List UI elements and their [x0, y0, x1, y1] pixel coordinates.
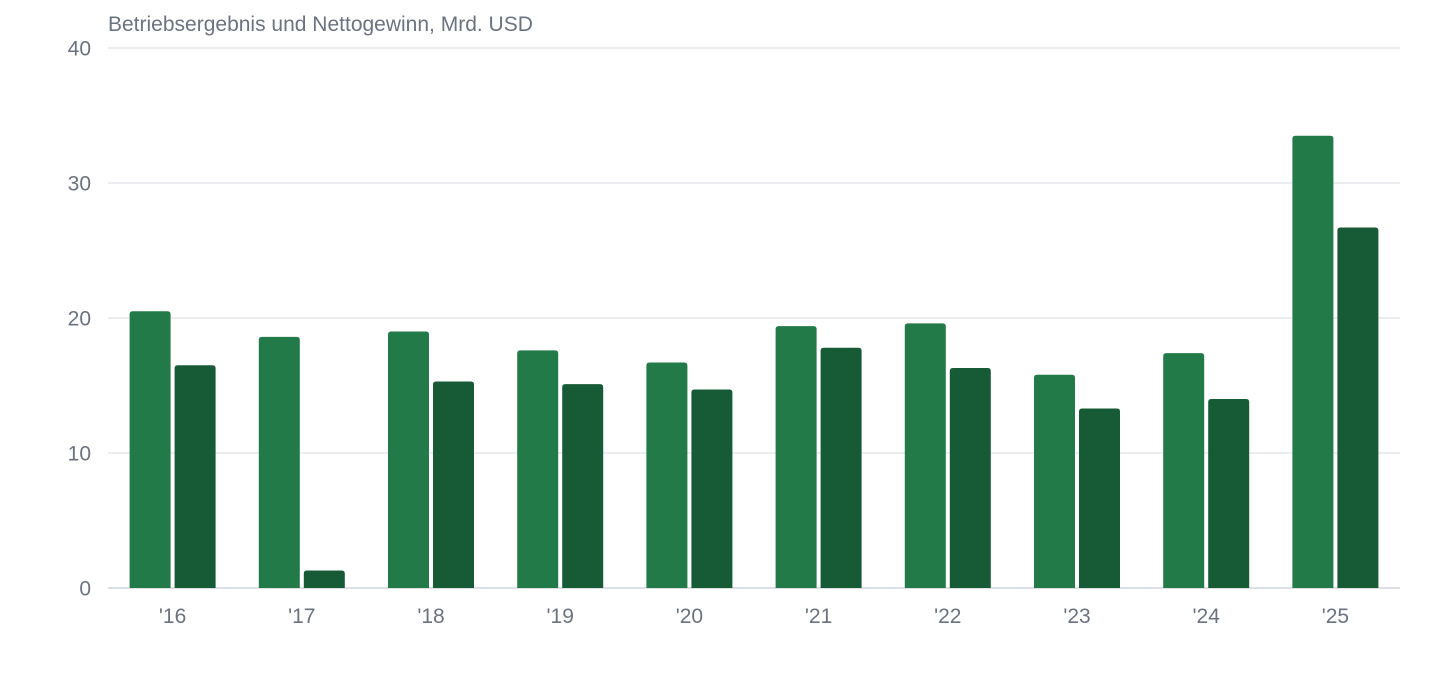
bar-series-2-9 [1337, 227, 1379, 589]
chart-title: Betriebsergebnis und Nettogewinn, Mrd. U… [108, 13, 533, 36]
bar-series-1-7 [1034, 374, 1075, 588]
bar-series-2-3 [562, 384, 604, 588]
bar-series-2-8 [1208, 399, 1250, 588]
bar-series-2-0 [174, 365, 216, 588]
y-axis-ticks: 0 10 20 30 40 [68, 38, 91, 601]
bar-series-1-9 [1292, 135, 1334, 588]
y-tick-label: 40 [68, 38, 91, 61]
x-tick-label: '20 [676, 605, 703, 628]
x-tick-label: '23 [1063, 605, 1090, 628]
x-tick-label: '21 [805, 605, 832, 628]
x-tick-label: '25 [1322, 605, 1349, 628]
bar-series-1-0 [129, 311, 171, 588]
bar-series-1-3 [517, 350, 559, 588]
y-tick-label: 0 [79, 578, 91, 601]
y-tick-label: 30 [68, 173, 91, 196]
x-tick-label: '24 [1193, 605, 1221, 628]
bar-series-1-4 [646, 362, 688, 588]
x-tick-label: '16 [159, 605, 186, 628]
x-tick-label: '19 [547, 605, 574, 628]
bar-series-2-7 [1079, 408, 1120, 588]
gridlines [108, 47, 1400, 589]
bar-series-2-6 [949, 367, 991, 588]
bar-series-1-6 [904, 323, 946, 588]
x-tick-label: '22 [934, 605, 961, 628]
bar-series-2-5 [820, 347, 862, 588]
bar-series-1-8 [1163, 353, 1205, 588]
bars [129, 135, 1379, 589]
x-tick-label: '18 [417, 605, 444, 628]
bar-series-1-1 [258, 336, 300, 588]
x-tick-label: '17 [288, 605, 315, 628]
y-tick-label: 20 [68, 308, 91, 331]
y-tick-label: 10 [68, 443, 91, 466]
bar-series-1-5 [775, 326, 817, 588]
bar-series-2-1 [303, 570, 345, 588]
bar-series-2-4 [691, 389, 733, 588]
bar-series-1-2 [388, 331, 429, 588]
bar-series-2-2 [433, 381, 474, 588]
x-axis-ticks: '16 '17 '18 '19 '20 '21 '22 '23 '24 '25 [159, 605, 1349, 628]
